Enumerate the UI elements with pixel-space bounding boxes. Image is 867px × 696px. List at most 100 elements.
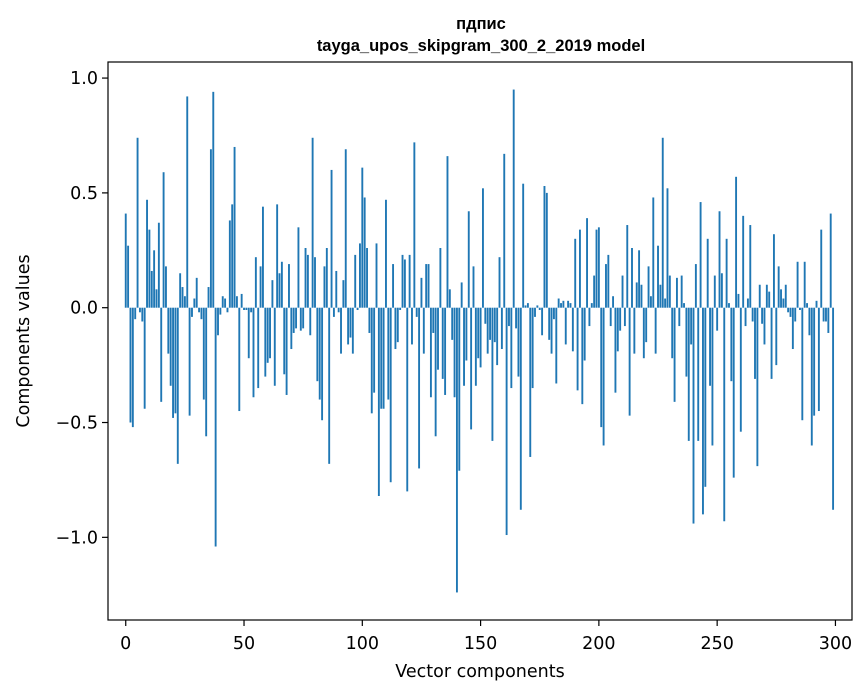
bar-223 xyxy=(652,197,655,308)
bar-190 xyxy=(574,238,577,308)
bar-167 xyxy=(519,307,522,510)
bar-248 xyxy=(711,307,714,446)
x-tick-label: 100 xyxy=(346,634,379,654)
bar-147 xyxy=(472,266,475,308)
bar-209 xyxy=(619,307,622,331)
bar-90 xyxy=(337,307,340,313)
bar-282 xyxy=(791,307,794,350)
bar-25 xyxy=(183,296,186,308)
y-tick-label: 1.0 xyxy=(70,69,98,89)
bar-274 xyxy=(772,234,775,308)
bar-143 xyxy=(463,307,465,386)
bar-12 xyxy=(153,250,156,308)
bar-165 xyxy=(515,307,518,329)
bar-8 xyxy=(143,307,146,409)
bar-155 xyxy=(491,307,494,441)
bar-281 xyxy=(789,307,792,317)
bar-46 xyxy=(233,146,236,308)
bar-201 xyxy=(600,307,603,428)
bar-156 xyxy=(493,307,496,343)
bar-50 xyxy=(243,307,245,310)
bar-35 xyxy=(207,287,210,308)
bar-92 xyxy=(342,280,345,308)
x-axis-label: Vector components xyxy=(395,662,564,682)
bar-98 xyxy=(356,307,359,310)
bar-185 xyxy=(562,300,565,308)
bar-266 xyxy=(754,307,756,379)
bar-77 xyxy=(306,254,309,308)
bar-80 xyxy=(314,257,316,308)
bar-96 xyxy=(351,307,354,354)
bar-189 xyxy=(571,307,574,352)
bar-259 xyxy=(737,293,740,308)
bar-270 xyxy=(763,307,766,345)
bar-175 xyxy=(538,307,541,310)
bar-218 xyxy=(640,284,643,308)
bar-126 xyxy=(422,307,425,354)
bar-280 xyxy=(787,307,790,313)
bar-294 xyxy=(820,229,823,308)
bar-29 xyxy=(193,298,196,308)
bar-94 xyxy=(347,307,350,345)
bar-160 xyxy=(503,153,506,308)
bar-20 xyxy=(172,307,174,418)
bar-15 xyxy=(160,307,163,402)
bar-63 xyxy=(273,307,276,386)
bar-6 xyxy=(138,307,141,313)
bar-17 xyxy=(165,266,167,308)
bar-53 xyxy=(250,307,253,313)
bar-1 xyxy=(127,245,130,308)
bar-23 xyxy=(179,273,182,308)
y-axis-label: Components values xyxy=(14,254,34,427)
bar-51 xyxy=(245,307,248,310)
bar-220 xyxy=(645,307,648,343)
bar-0 xyxy=(124,213,127,308)
bar-127 xyxy=(425,264,428,308)
bar-19 xyxy=(169,307,172,386)
bar-95 xyxy=(349,307,352,338)
bar-13 xyxy=(155,289,158,308)
bar-233 xyxy=(675,277,678,308)
bar-196 xyxy=(588,307,591,327)
bar-226 xyxy=(659,284,662,308)
bar-199 xyxy=(595,229,598,308)
bar-250 xyxy=(716,307,719,331)
bar-41 xyxy=(221,296,224,308)
bar-135 xyxy=(444,307,447,395)
bar-73 xyxy=(297,227,300,308)
bar-268 xyxy=(758,284,761,308)
bar-56 xyxy=(257,307,260,389)
bar-144 xyxy=(465,307,468,361)
bar-182 xyxy=(555,307,558,384)
bar-49 xyxy=(240,293,243,308)
bar-52 xyxy=(247,307,250,359)
bar-293 xyxy=(817,307,820,412)
bar-278 xyxy=(782,298,785,308)
bar-197 xyxy=(590,303,593,308)
bar-43 xyxy=(226,307,229,313)
x-tick-label: 50 xyxy=(233,634,255,654)
bar-76 xyxy=(304,248,307,308)
bar-30 xyxy=(195,277,198,308)
bar-195 xyxy=(586,218,588,308)
bar-136 xyxy=(446,156,449,308)
bar-249 xyxy=(713,275,716,308)
bar-275 xyxy=(775,307,778,366)
bar-133 xyxy=(439,248,442,308)
bar-231 xyxy=(671,307,674,359)
bar-26 xyxy=(186,96,189,308)
bar-4 xyxy=(134,307,137,320)
bar-123 xyxy=(415,307,418,317)
bar-79 xyxy=(311,137,314,308)
y-tick-label: −1.0 xyxy=(56,528,99,548)
chart-title-line-1: пдпис xyxy=(456,15,506,33)
bar-68 xyxy=(285,307,288,395)
bar-93 xyxy=(344,149,347,308)
bar-60 xyxy=(266,307,269,363)
bar-82 xyxy=(318,307,321,400)
bar-169 xyxy=(524,305,527,308)
bar-168 xyxy=(522,183,525,308)
bar-273 xyxy=(770,307,773,379)
bar-200 xyxy=(597,227,600,308)
bar-28 xyxy=(191,307,193,317)
